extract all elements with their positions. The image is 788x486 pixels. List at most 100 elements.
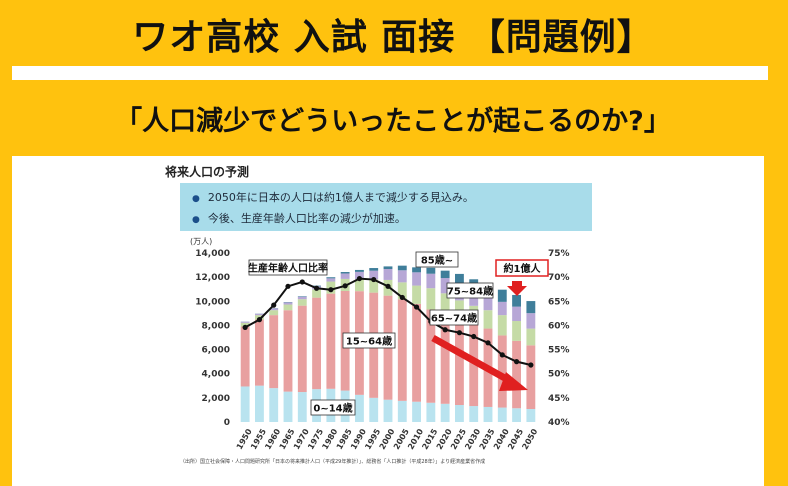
- y-tick-label: 14,000: [195, 249, 230, 259]
- annotation-0-14-box: [310, 399, 356, 416]
- bar-segment: [269, 315, 279, 389]
- y-axis-unit: (万人): [190, 237, 212, 246]
- decline-arrow-head-icon: [499, 372, 528, 391]
- summary-box: ● 2050年に日本の人口は約1億人まで減少する見込み。 ● 今後、生産年齢人口比率…: [180, 183, 592, 231]
- bar-segment: [412, 285, 421, 304]
- chart-title: 将来人口の予測: [165, 165, 250, 179]
- bar-segment: [397, 299, 407, 401]
- bar-segment: [455, 300, 464, 319]
- bar-segment: [497, 407, 507, 422]
- bar-segment: [255, 385, 264, 422]
- annotation-100-million-box: [495, 259, 549, 277]
- y-tick-label: 12,000: [195, 273, 230, 283]
- bar-segment: [355, 279, 364, 292]
- annotation-65-74-box: [429, 309, 479, 326]
- bar-segment: [455, 405, 464, 422]
- y-tick-label: 2,000: [202, 394, 230, 404]
- bar-segment: [440, 314, 450, 404]
- summary-bullet-2: ● 今後、生産年齢人口比率の減少が加速。: [192, 210, 406, 226]
- bar-segment: [240, 322, 250, 327]
- question-bar: 「人口減少でどういったことが起こるのか?」: [12, 82, 774, 154]
- bar-segment: [240, 386, 250, 422]
- ratio-point: [242, 324, 248, 330]
- bar-segment: [426, 288, 436, 310]
- annotation-85-plus-box: [415, 251, 459, 268]
- bar-segment: [283, 310, 293, 392]
- bar-segment: [383, 266, 393, 270]
- bar-segment: [340, 272, 350, 274]
- ratio-point: [399, 294, 405, 301]
- annotation-75-84: 75~84歳: [447, 285, 493, 298]
- ratio-point: [256, 317, 263, 323]
- ratio-point: [485, 340, 491, 346]
- bar-segment: [283, 302, 293, 305]
- bar-segment: [455, 318, 464, 406]
- y2-tick-label: 75%: [548, 249, 570, 259]
- bar-segment: [497, 335, 507, 408]
- bar-segment: [512, 321, 521, 341]
- ratio-point: [313, 285, 320, 291]
- y2-tick-label: 65%: [548, 297, 570, 307]
- page-title: ワオ高校 入試 面接 【問題例】: [132, 17, 654, 58]
- y2-tick-label: 45%: [548, 394, 570, 404]
- ratio-point: [442, 327, 448, 333]
- question-text: 「人口減少でどういったことが起こるのか?」: [115, 105, 671, 137]
- bar-segment: [283, 304, 293, 311]
- bar-segment: [240, 321, 250, 323]
- title-bar: ワオ高校 入試 面接 【問題例】: [12, 4, 774, 64]
- y2-tick-label: 60%: [548, 321, 570, 331]
- bar-segment: [483, 295, 493, 311]
- bar-segment: [412, 272, 421, 286]
- bar-segment: [426, 267, 436, 274]
- bar-segment: [355, 271, 364, 280]
- annotation-working-age-ratio: 生産年齢人口比率: [248, 262, 328, 275]
- bar-segment: [297, 305, 307, 393]
- bar-segment: [297, 296, 307, 300]
- y-tick-label: 4,000: [202, 370, 230, 380]
- bar-segment: [412, 267, 421, 273]
- divider: [12, 66, 768, 80]
- source-note: （出所）国立社会保障・人口問題研究所「日本の将来推計人口（平成29年推計）」、総…: [180, 459, 486, 465]
- bar-segment: [326, 293, 336, 389]
- annotation-100-million: 約1億人: [504, 262, 542, 275]
- ratio-point: [271, 302, 277, 308]
- bar-segment: [269, 308, 279, 311]
- bar-segment: [497, 301, 507, 316]
- annotation-15-64-box: [342, 332, 396, 349]
- y-tick-label: 8,000: [202, 321, 230, 331]
- bar-segment: [369, 397, 379, 422]
- ratio-point: [499, 352, 505, 358]
- bar-segment: [512, 294, 521, 307]
- bar-segment: [483, 310, 493, 329]
- annotation-65-74: 65~74歳: [431, 312, 477, 325]
- bar-segment: [512, 306, 521, 322]
- bar-segment: [440, 278, 450, 294]
- bar-segment: [440, 403, 450, 422]
- y2-tick-label: 70%: [548, 273, 570, 283]
- ratio-point: [328, 287, 334, 293]
- ratio-point: [528, 362, 534, 368]
- y-tick-label: 0: [224, 418, 230, 428]
- annotation-75-84-box: [446, 282, 494, 299]
- annotation-85-plus: 85歳~: [421, 254, 453, 267]
- ratio-point: [299, 279, 305, 285]
- bullet-dot-icon: ●: [192, 215, 200, 225]
- bar-segment: [355, 269, 364, 272]
- bar-segment: [440, 270, 450, 279]
- ratio-point: [285, 283, 291, 289]
- bar-segment: [326, 278, 336, 282]
- summary-bullet-2-text: 今後、生産年齢人口比率の減少が加速。: [207, 212, 406, 225]
- bar-segment: [526, 301, 536, 314]
- ratio-point: [356, 275, 363, 282]
- bar-segment: [383, 399, 393, 422]
- bar-segment: [455, 273, 464, 283]
- decline-arrow-icon: [431, 334, 514, 386]
- bar-segment: [426, 402, 436, 422]
- annotation-0-14: 0~14歳: [313, 402, 352, 415]
- y2-tick-label: 55%: [548, 346, 570, 356]
- bar-segment: [297, 299, 307, 306]
- bar-segment: [412, 401, 421, 422]
- bar-segment: [426, 273, 436, 289]
- bar-segment: [369, 270, 379, 280]
